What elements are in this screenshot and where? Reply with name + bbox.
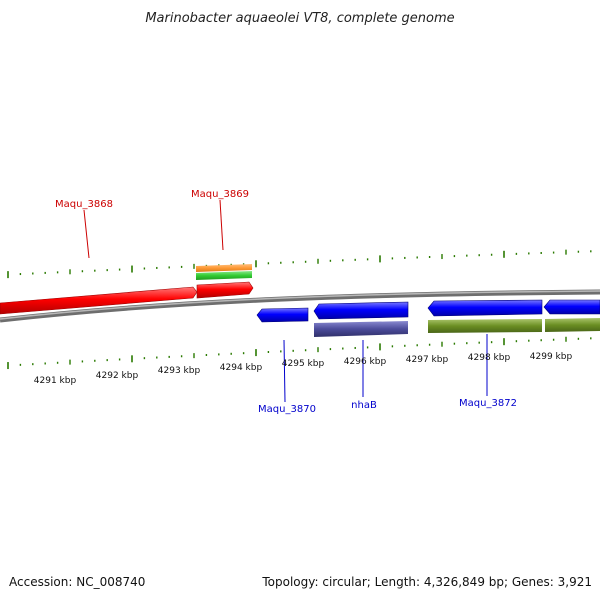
gene-nhab[interactable]: [313, 301, 409, 320]
genome-backbone: [0, 289, 600, 323]
cds-orange-bar[interactable]: [196, 264, 252, 272]
cds-olive-bar-2[interactable]: [545, 318, 600, 332]
label-maqu-3868[interactable]: Maqu_3868: [55, 199, 113, 210]
kbp-label-4297: 4297 kbp: [406, 355, 449, 365]
gene-maqu-3869[interactable]: [196, 281, 254, 299]
leader-line-maqu-3869: [219, 199, 224, 251]
genome-backbone-highlight: [0, 290, 600, 320]
gene-maqu-3873-partial[interactable]: [543, 299, 600, 315]
kbp-label-4296: 4296 kbp: [344, 357, 387, 367]
label-maqu-3872[interactable]: Maqu_3872: [459, 398, 517, 409]
map-title: Marinobacter aquaeolei VT8, complete gen…: [145, 11, 454, 26]
leader-line-maqu-3868: [83, 209, 90, 259]
genome-info-text: Topology: circular; Length: 4,326,849 bp…: [261, 575, 592, 589]
kbp-label-4292: 4292 kbp: [96, 371, 139, 381]
label-maqu-3869[interactable]: Maqu_3869: [191, 189, 249, 200]
kbp-label-4293: 4293 kbp: [158, 366, 201, 376]
kbp-label-4294: 4294 kbp: [220, 363, 263, 373]
label-nhab[interactable]: nhaB: [351, 400, 377, 411]
gene-maqu-3870[interactable]: [256, 307, 309, 323]
leader-line-maqu-3870: [283, 339, 286, 403]
gene-maqu-3868[interactable]: [0, 286, 198, 315]
accession-text: Accession: NC_008740: [9, 575, 145, 589]
kbp-label-4295: 4295 kbp: [282, 359, 325, 369]
outer-tick-track: [7, 249, 592, 279]
kbp-label-4299: 4299 kbp: [530, 352, 573, 362]
kbp-label-4298: 4298 kbp: [468, 353, 511, 363]
gene-maqu-3872[interactable]: [427, 299, 543, 317]
inner-tick-track: [7, 336, 592, 370]
label-maqu-3870[interactable]: Maqu_3870: [258, 404, 316, 415]
cds-purple-bar[interactable]: [314, 321, 408, 337]
cds-green-bar[interactable]: [196, 271, 252, 280]
kbp-label-4291: 4291 kbp: [34, 376, 77, 386]
cds-olive-bar-1[interactable]: [428, 319, 542, 333]
